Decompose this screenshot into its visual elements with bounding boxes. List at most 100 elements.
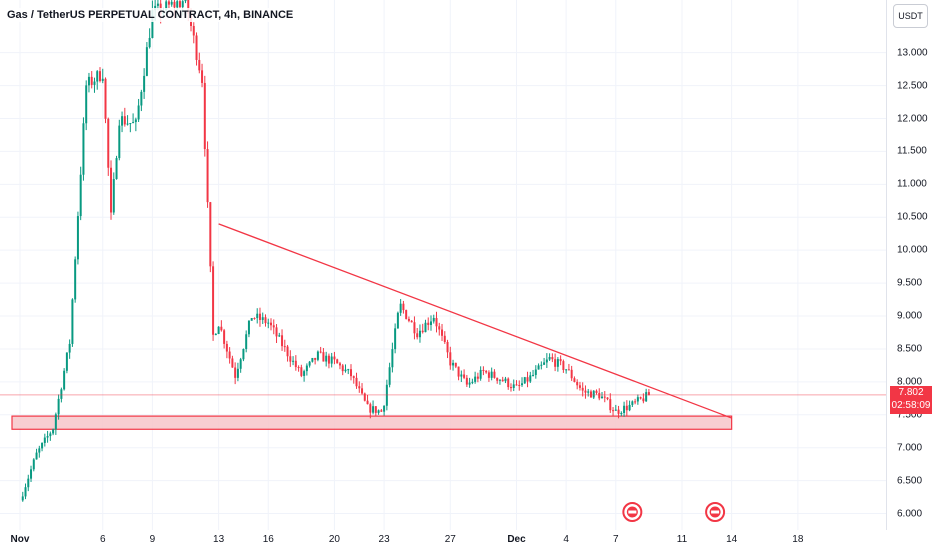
candle-body xyxy=(140,91,143,106)
candle-body xyxy=(303,371,306,376)
candle-body xyxy=(592,390,595,398)
time-tick-label: 27 xyxy=(444,534,456,545)
candle-body xyxy=(325,355,328,362)
candle-body xyxy=(338,363,341,366)
candle-body xyxy=(247,320,250,335)
candle-body xyxy=(27,478,30,488)
candle-body xyxy=(60,389,63,399)
candle-body xyxy=(424,322,427,333)
candle-body xyxy=(587,391,590,393)
currency-button[interactable]: USDT xyxy=(893,4,928,28)
last-price-badge: 7.802 02:58:09 xyxy=(890,385,932,414)
candle-body xyxy=(576,381,579,386)
candle-body xyxy=(501,379,504,382)
candle-body xyxy=(512,384,515,388)
time-tick-label: Dec xyxy=(507,534,526,545)
candle-body xyxy=(24,487,27,497)
candle-body xyxy=(647,392,650,396)
candle-body xyxy=(297,367,300,369)
candle-body xyxy=(573,378,576,382)
candle-body xyxy=(283,346,286,348)
candle-body xyxy=(548,357,551,360)
candle-body xyxy=(625,405,628,411)
candle-body xyxy=(363,393,366,401)
candle-body xyxy=(551,357,554,360)
candlestick-chart[interactable] xyxy=(0,0,886,530)
candle-body xyxy=(620,412,623,414)
candle-body xyxy=(65,352,68,371)
candle-body xyxy=(452,362,455,366)
candle-body xyxy=(601,396,604,399)
candle-body xyxy=(21,496,24,501)
candle-body xyxy=(286,346,289,357)
candle-body xyxy=(507,378,510,388)
candle-body xyxy=(391,349,394,368)
candle-body xyxy=(482,369,485,372)
candle-body xyxy=(465,377,468,385)
candle-body xyxy=(383,405,386,412)
candle-body xyxy=(314,357,317,360)
candle-body xyxy=(234,367,237,378)
candle-body xyxy=(68,343,71,353)
candle-body xyxy=(121,116,124,126)
price-tick-label: 7.500 xyxy=(897,409,923,421)
candle-body xyxy=(225,343,228,352)
price-tick-label: 8.000 xyxy=(897,376,923,388)
candle-body xyxy=(606,397,609,400)
candle-body xyxy=(498,379,501,381)
candle-body xyxy=(330,356,333,364)
candle-body xyxy=(581,387,584,391)
candle-body xyxy=(614,409,617,411)
price-tick-label: 9.500 xyxy=(897,277,923,289)
price-tick-label: 9.000 xyxy=(897,310,923,322)
candle-body xyxy=(289,356,292,362)
candle-body xyxy=(457,366,460,377)
time-tick-label: 6 xyxy=(99,534,106,545)
candle-body xyxy=(374,406,377,413)
candle-body xyxy=(358,386,361,389)
candle-body xyxy=(322,352,325,362)
candle-body xyxy=(336,359,339,364)
chart-plot-area[interactable] xyxy=(0,0,886,530)
price-tick-label: 10.500 xyxy=(897,211,928,223)
candle-body xyxy=(565,369,568,371)
candle-body xyxy=(165,1,168,11)
candle-body xyxy=(476,376,479,379)
candle-body xyxy=(617,409,620,414)
candle-body xyxy=(253,318,256,320)
time-tick-label: 18 xyxy=(792,534,804,545)
candle-body xyxy=(388,367,391,385)
candle-body xyxy=(118,125,121,159)
candle-body xyxy=(487,372,490,378)
candle-body xyxy=(504,378,507,382)
time-axis[interactable]: Nov 6 9 13 16 20 23 27 Dec 4 7 11 14 18 xyxy=(0,530,886,550)
candle-body xyxy=(595,390,598,393)
candle-body xyxy=(432,317,435,322)
price-tick-label: 12.000 xyxy=(897,113,928,124)
candle-body xyxy=(30,469,33,479)
candle-body xyxy=(645,392,648,402)
chart-title: Gas / TetherUS PERPETUAL CONTRACT, 4h, B… xyxy=(5,8,296,22)
candle-body xyxy=(540,364,543,366)
candle-body xyxy=(281,335,284,347)
time-tick-label: 23 xyxy=(378,534,390,545)
candle-body xyxy=(132,122,135,124)
candle-body xyxy=(441,329,444,336)
price-axis[interactable]: 13.000 12.500 12.000 11.500 11.000 10.500 10.0… xyxy=(886,0,932,530)
time-tick-label: Nov xyxy=(10,534,30,545)
candle-body xyxy=(35,452,38,460)
price-tick-label: 7.000 xyxy=(897,442,923,454)
candle-body xyxy=(46,436,49,438)
candle-body xyxy=(316,351,319,360)
candle-body xyxy=(623,405,626,413)
candle-body xyxy=(532,374,535,376)
candle-body xyxy=(71,299,74,344)
candle-body xyxy=(636,397,639,402)
candle-body xyxy=(107,118,110,168)
candle-body xyxy=(369,404,372,413)
candle-body xyxy=(178,1,181,8)
candle-body xyxy=(187,0,190,15)
candle-body xyxy=(41,442,44,449)
candle-body xyxy=(294,360,297,368)
candle-body xyxy=(270,322,273,326)
